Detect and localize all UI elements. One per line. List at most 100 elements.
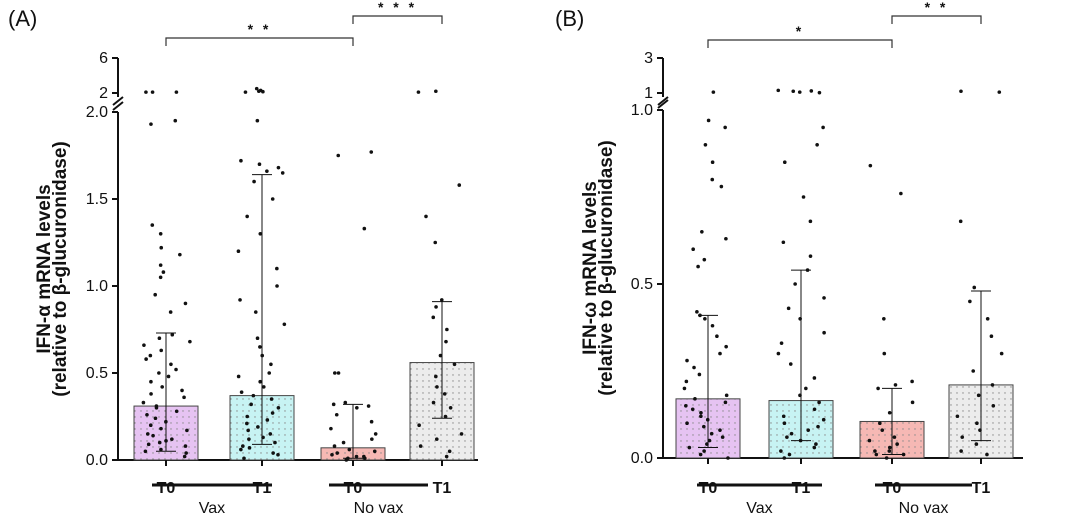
- data-point: [779, 449, 783, 453]
- data-point: [245, 414, 250, 419]
- data-point: [182, 395, 186, 400]
- data-point: [720, 435, 725, 439]
- data-point: [447, 449, 452, 454]
- data-point: [188, 339, 192, 344]
- data-point: [435, 385, 439, 389]
- data-point: [160, 385, 164, 389]
- data-point: [791, 89, 796, 94]
- data-point: [158, 263, 163, 267]
- data-point: [149, 122, 153, 126]
- group-label: No vax: [354, 500, 404, 517]
- data-point: [442, 392, 447, 396]
- data-point: [779, 341, 784, 345]
- data-point: [149, 392, 153, 396]
- data-point: [362, 226, 367, 231]
- data-point: [150, 223, 155, 227]
- data-point: [153, 292, 157, 297]
- data-point: [958, 219, 963, 224]
- data-point: [887, 445, 892, 450]
- data-point: [261, 385, 266, 389]
- panel-label: (A): [8, 6, 37, 31]
- data-point: [999, 351, 1004, 356]
- data-point: [329, 426, 333, 431]
- data-point: [252, 179, 256, 184]
- data-point: [700, 230, 704, 234]
- data-point: [724, 236, 728, 241]
- data-point: [971, 369, 976, 373]
- data-point: [260, 353, 265, 358]
- data-point: [901, 452, 906, 457]
- axis-break-mark: [112, 101, 124, 111]
- data-point: [707, 438, 712, 443]
- significance-label: * * *: [378, 0, 417, 15]
- data-point: [269, 397, 274, 401]
- data-point: [370, 437, 374, 441]
- data-point: [972, 285, 977, 290]
- data-point: [696, 264, 700, 269]
- data-point: [253, 310, 258, 314]
- data-point: [723, 400, 728, 405]
- data-point: [265, 169, 269, 173]
- group-label: Vax: [746, 500, 772, 517]
- data-point: [806, 428, 811, 432]
- data-point: [258, 88, 263, 93]
- data-point: [710, 160, 715, 164]
- data-point: [798, 317, 802, 321]
- data-point: [438, 353, 443, 358]
- data-point: [723, 125, 727, 130]
- data-point: [148, 423, 153, 428]
- data-point: [702, 257, 707, 262]
- data-point: [817, 90, 822, 95]
- data-point: [246, 428, 250, 433]
- data-point: [874, 452, 879, 457]
- data-point: [347, 447, 352, 452]
- data-point: [336, 371, 341, 375]
- axis-break-mark: [112, 96, 124, 106]
- data-point: [143, 449, 148, 454]
- data-point: [164, 439, 168, 443]
- data-point: [789, 431, 794, 436]
- data-point: [273, 440, 277, 445]
- data-point: [785, 435, 789, 439]
- data-point: [276, 406, 281, 410]
- data-point: [148, 353, 153, 358]
- data-point: [887, 410, 892, 415]
- data-point: [434, 437, 439, 441]
- x-category-label: T1: [433, 480, 452, 497]
- data-point: [814, 442, 818, 446]
- data-point: [822, 296, 826, 300]
- chart-panel-2: (B) 0.0 0.5 1.01 3 IFN-ω mRNA levels(relative…: [555, 0, 1023, 517]
- data-point: [270, 197, 275, 201]
- data-point: [685, 358, 689, 363]
- data-point: [868, 163, 873, 168]
- data-point: [808, 254, 813, 258]
- data-point: [692, 365, 696, 370]
- y-axis-label-sub: (relative to β-glucuronidase): [596, 140, 617, 395]
- data-point: [335, 451, 340, 455]
- data-point: [892, 435, 897, 439]
- data-point: [355, 406, 359, 410]
- data-point: [705, 417, 710, 422]
- data-point: [416, 90, 421, 94]
- data-point: [797, 90, 802, 94]
- y-tick-label: 1.5: [86, 191, 108, 208]
- data-point: [424, 214, 428, 219]
- y-tick-label: 0.0: [86, 452, 108, 469]
- data-point: [989, 334, 994, 339]
- data-point: [884, 456, 889, 460]
- data-point: [698, 313, 702, 318]
- data-point: [457, 183, 462, 187]
- data-point: [817, 400, 821, 405]
- data-point: [880, 428, 885, 432]
- data-point: [372, 449, 377, 454]
- data-point: [974, 442, 979, 446]
- data-point: [444, 339, 448, 344]
- significance-label: *: [796, 23, 804, 39]
- data-point: [798, 393, 802, 398]
- y-tick-label: 3: [644, 50, 653, 67]
- data-point: [334, 412, 339, 417]
- data-point: [959, 89, 963, 94]
- data-point: [975, 421, 979, 426]
- data-point: [687, 445, 692, 450]
- x-category-label: T0: [344, 480, 363, 497]
